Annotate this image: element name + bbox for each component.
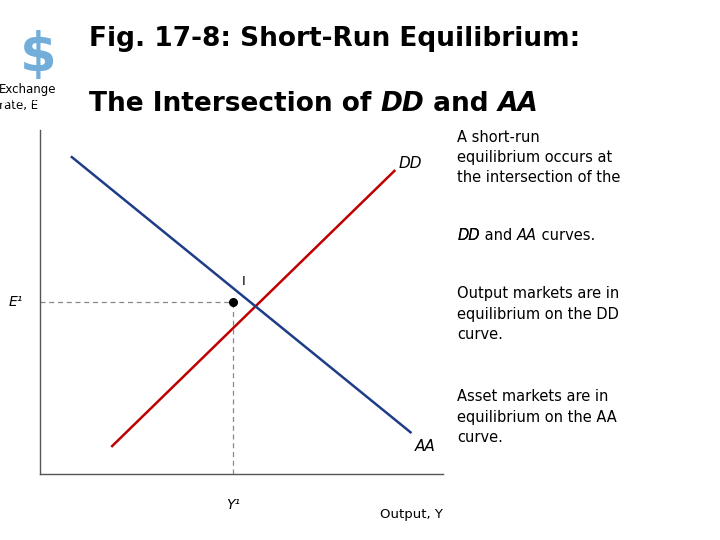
Text: curves.: curves. [536,228,595,242]
Text: Fig. 17-8: Short-Run Equilibrium:: Fig. 17-8: Short-Run Equilibrium: [89,25,580,51]
Text: DD: DD [381,91,424,117]
Text: Exchange
rate,: Exchange rate, [0,93,57,123]
Text: AA: AA [516,228,536,242]
Text: Asset markets are in
equilibrium on the AA
curve.: Asset markets are in equilibrium on the … [457,389,617,445]
Text: and: and [480,228,516,242]
Text: Output markets are in
equilibrium on the DD
curve.: Output markets are in equilibrium on the… [457,286,619,342]
Text: $: $ [19,30,56,82]
Text: 17-26: 17-26 [667,518,702,531]
Text: Y¹: Y¹ [226,498,240,512]
Text: E¹: E¹ [9,295,24,308]
Text: AA: AA [498,91,539,117]
Text: AA: AA [415,439,436,454]
Text: DD: DD [398,156,422,171]
Text: Exchange
rate, E: Exchange rate, E [0,83,57,112]
Text: DD: DD [457,228,480,242]
Text: Output, Y: Output, Y [380,508,443,521]
Text: and: and [424,91,498,117]
Text: DD: DD [457,228,480,242]
Text: A short-run
equilibrium occurs at
the intersection of the: A short-run equilibrium occurs at the in… [457,130,621,185]
Text: I: I [241,275,245,288]
Text: The Intersection of: The Intersection of [89,91,381,117]
Text: Copyright ©2015 Pearson Education, Inc. All rights reserved.: Copyright ©2015 Pearson Education, Inc. … [13,518,374,531]
